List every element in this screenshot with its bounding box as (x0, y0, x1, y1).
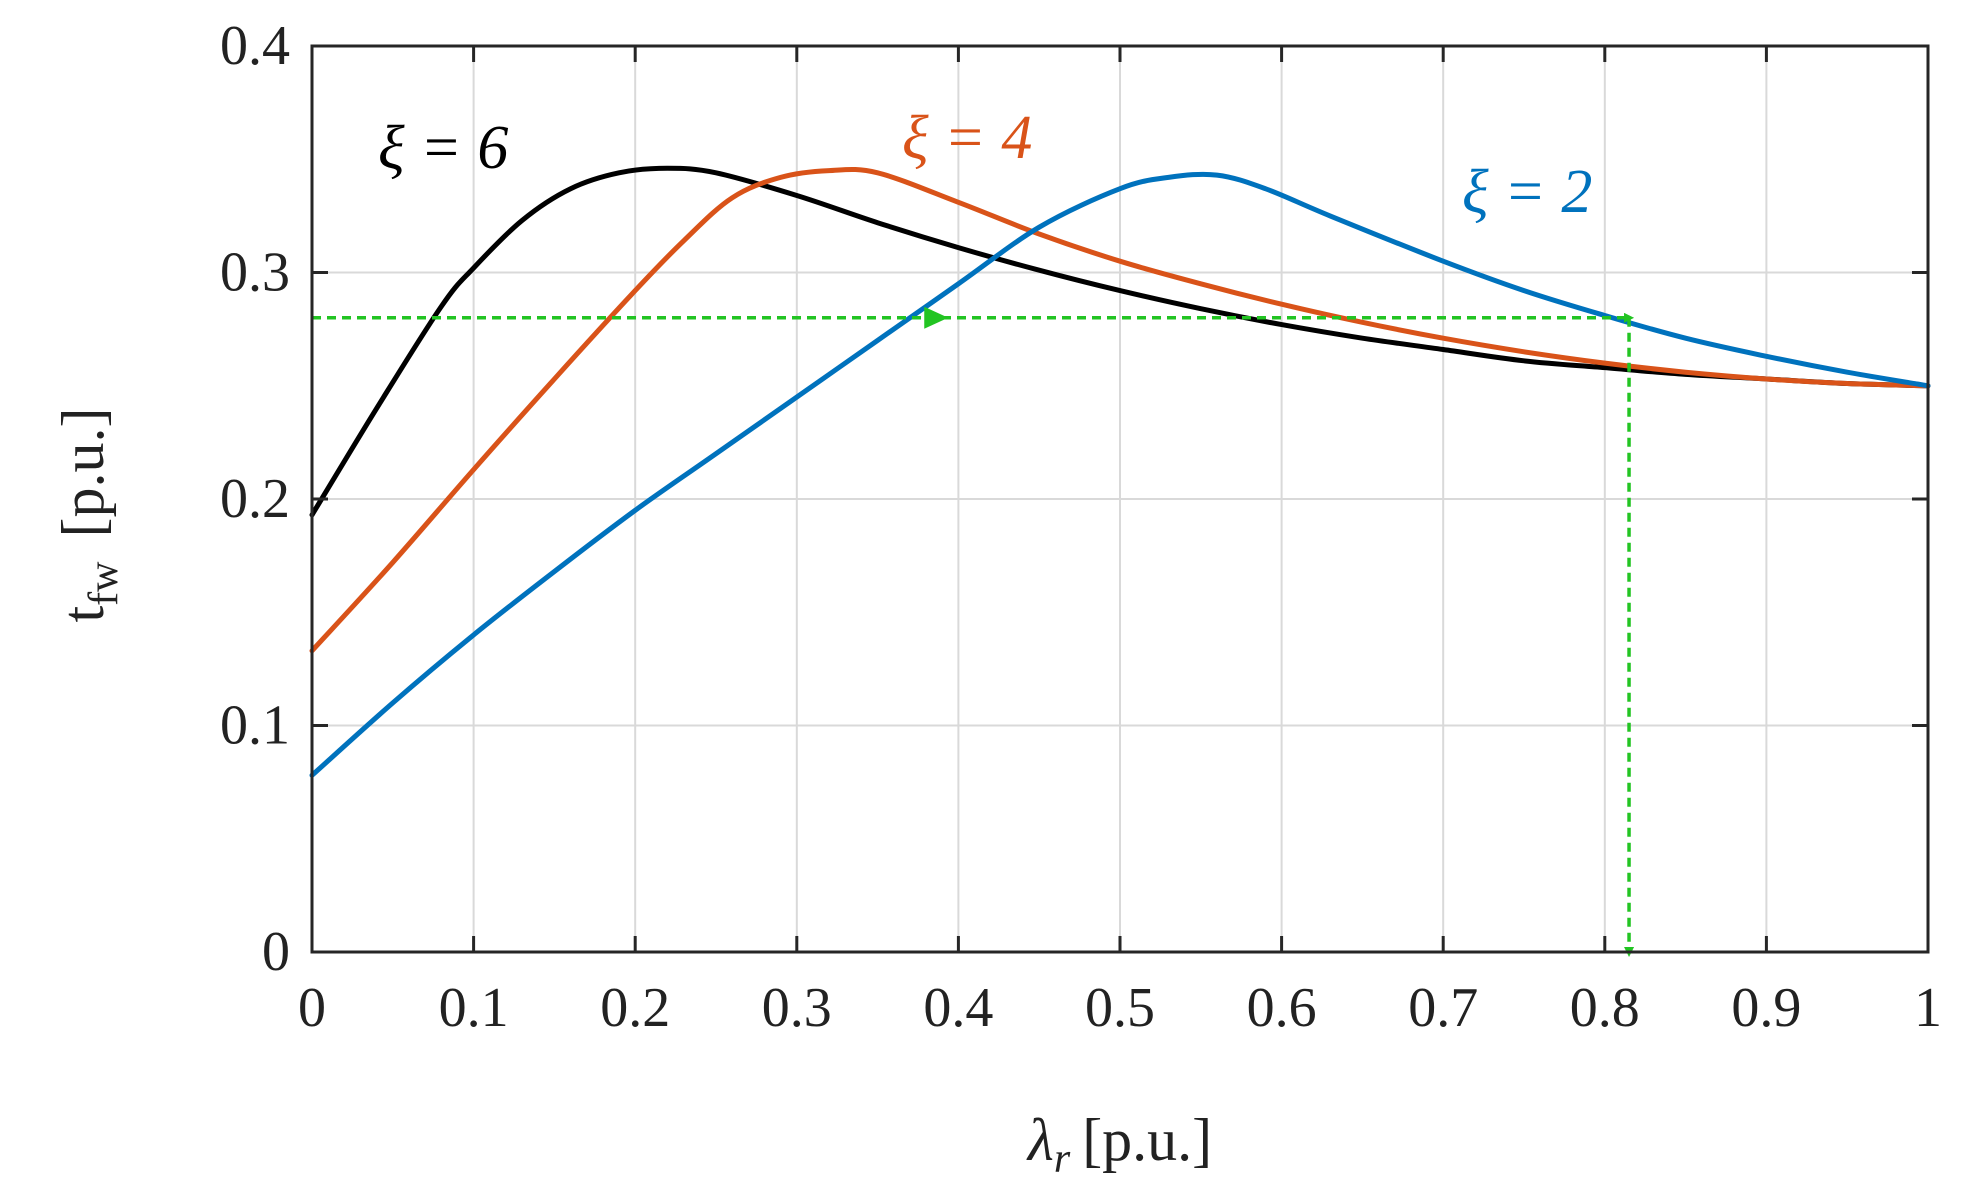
y-axis-unit: [p.u.] (50, 408, 116, 538)
x-tick-label: 0.8 (1570, 977, 1640, 1039)
series-line-2 (309, 171, 1931, 778)
y-tick-label: 0.1 (220, 695, 290, 757)
y-tick-label: 0.2 (220, 468, 290, 530)
y-axis-symbol: t (50, 605, 116, 622)
x-tick-label: 0 (298, 977, 326, 1039)
x-tick-label: 0.6 (1247, 977, 1317, 1039)
y-tick-label: 0.4 (220, 15, 290, 77)
series-label-xi-6-text: ξ = 6 (378, 114, 508, 182)
x-tick-label: 0.7 (1408, 977, 1478, 1039)
x-axis-subscript: r (1054, 1136, 1071, 1182)
x-tick-label: 0.2 (600, 977, 670, 1039)
series-label-xi-6: ξ = 6 (378, 114, 508, 182)
y-axis-label: tfw [p.u.] (50, 408, 127, 623)
series-label-xi-2: ξ = 2 (1462, 158, 1592, 226)
guide-mid-arrowhead (924, 306, 949, 329)
x-tick-label: 0.3 (762, 977, 832, 1039)
series-line-0 (309, 165, 1931, 518)
x-tick-label: 0.5 (1085, 977, 1155, 1039)
y-axis-subscript: fw (81, 561, 127, 606)
x-tick-label: 0.4 (923, 977, 993, 1039)
series-label-xi-2-text: ξ = 2 (1462, 158, 1592, 226)
axis-ticks: 0 0.1 0.2 0.3 0.4 0.5 0.6 0.7 0.8 0.9 1 0 0.1 0.2 0.3 0… (220, 15, 1942, 1039)
x-tick-label: 0.9 (1731, 977, 1801, 1039)
grid (312, 46, 1928, 952)
x-axis-label: λr [p.u.] (1026, 1107, 1212, 1182)
x-tick-label: 0.1 (439, 977, 509, 1039)
series-label-xi-4: ξ = 4 (902, 104, 1032, 172)
x-axis-symbol: λ (1026, 1107, 1054, 1173)
guide-arrows (312, 306, 1635, 957)
series-line-1 (309, 166, 1931, 654)
y-tick-label: 0 (262, 921, 290, 983)
x-tick-label: 1 (1914, 977, 1942, 1039)
x-axis-unit: [p.u.] (1082, 1107, 1212, 1173)
series-label-xi-4-text: ξ = 4 (902, 104, 1032, 172)
y-tick-label: 0.3 (220, 242, 290, 304)
series-lines (309, 165, 1931, 778)
